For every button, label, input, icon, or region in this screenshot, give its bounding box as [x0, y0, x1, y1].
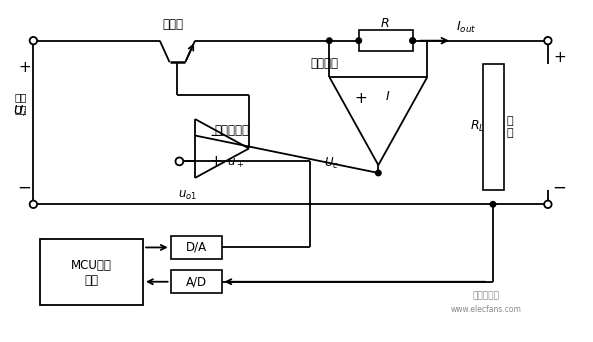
Text: 电子发烧友: 电子发烧友: [473, 291, 499, 300]
Circle shape: [356, 38, 362, 43]
Text: $R$: $R$: [381, 16, 390, 29]
Text: −: −: [210, 128, 222, 143]
Circle shape: [544, 37, 551, 44]
Circle shape: [375, 170, 381, 176]
Circle shape: [30, 37, 37, 44]
Text: +: +: [18, 60, 31, 75]
Text: −: −: [18, 179, 31, 197]
Text: $U_c$: $U_c$: [324, 156, 339, 171]
Text: $I_{out}$: $I_{out}$: [457, 21, 477, 36]
Text: $u_{o1}$: $u_{o1}$: [178, 189, 197, 202]
Text: 电压: 电压: [14, 104, 27, 114]
Text: 电流检测: 电流检测: [310, 57, 339, 70]
Text: 负
载: 负 载: [506, 116, 514, 138]
Bar: [171, 236, 222, 259]
Circle shape: [30, 201, 37, 208]
Text: +: +: [354, 91, 367, 106]
Bar: [483, 64, 504, 189]
Text: $U_i$: $U_i$: [13, 104, 27, 119]
Text: MCU控制: MCU控制: [71, 259, 111, 272]
Text: www.elecfans.com: www.elecfans.com: [451, 305, 522, 314]
Circle shape: [410, 38, 415, 43]
Text: 系统: 系统: [84, 274, 98, 287]
Text: D/A: D/A: [186, 241, 206, 254]
Bar: [171, 270, 222, 293]
Text: 调整管: 调整管: [162, 18, 183, 31]
Text: A/D: A/D: [186, 275, 206, 288]
Text: −: −: [553, 179, 566, 197]
Text: 输入: 输入: [14, 92, 27, 103]
Text: $u_+$: $u_+$: [227, 157, 244, 170]
Text: +: +: [553, 50, 566, 65]
Circle shape: [544, 201, 551, 208]
Text: $I$: $I$: [385, 90, 391, 103]
Circle shape: [176, 157, 183, 165]
Bar: [40, 239, 143, 305]
Circle shape: [490, 201, 496, 207]
Text: +: +: [210, 154, 222, 169]
Bar: [359, 30, 413, 51]
Circle shape: [327, 38, 332, 43]
Text: 误差放大器: 误差放大器: [215, 124, 250, 137]
Text: $R_L$: $R_L$: [470, 119, 485, 134]
Circle shape: [410, 38, 415, 43]
